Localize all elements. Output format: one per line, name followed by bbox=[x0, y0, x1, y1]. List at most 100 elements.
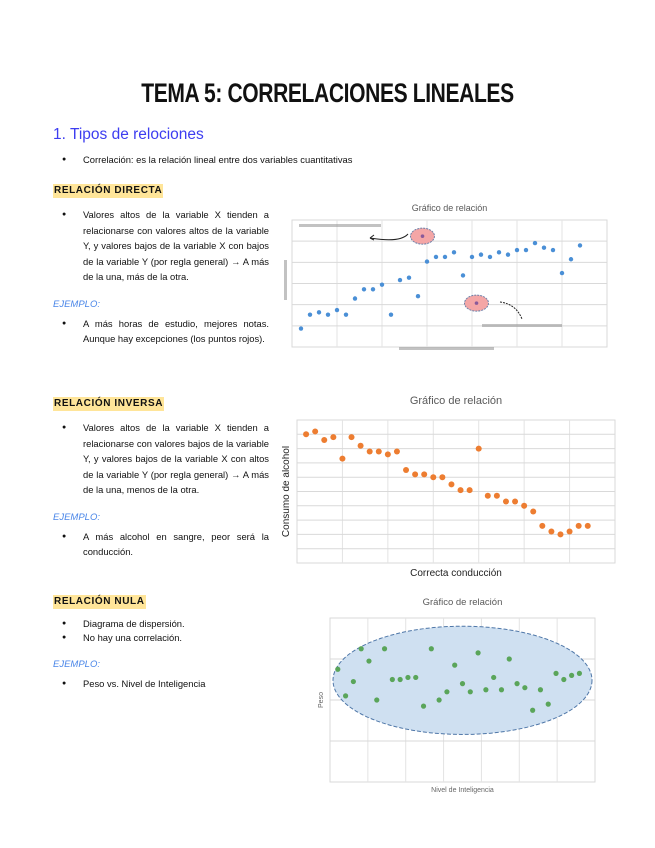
section-tag: RELACIÓN DIRECTA bbox=[53, 184, 164, 198]
data-point bbox=[384, 451, 391, 458]
section-directa: RELACIÓN DIRECTA Valores altos de la var… bbox=[53, 180, 269, 347]
data-point bbox=[421, 471, 428, 478]
data-point bbox=[557, 531, 564, 538]
data-point bbox=[569, 672, 575, 678]
section-tag: RELACIÓN INVERSA bbox=[53, 397, 165, 411]
data-point bbox=[469, 254, 475, 260]
data-point bbox=[575, 522, 582, 529]
example-label: EJEMPLO: bbox=[53, 511, 100, 523]
data-point bbox=[339, 455, 346, 462]
bullet: Valores altos de la variable X tienden a… bbox=[53, 420, 269, 498]
example-bullet: A más alcohol en sangre, peor será la co… bbox=[53, 529, 269, 560]
data-point bbox=[467, 689, 473, 695]
data-point bbox=[361, 287, 367, 292]
bullet: Diagrama de dispersión. bbox=[53, 617, 269, 631]
data-point bbox=[559, 270, 565, 276]
data-point bbox=[428, 646, 434, 652]
data-point bbox=[496, 250, 502, 255]
data-point bbox=[366, 448, 373, 455]
data-point bbox=[334, 307, 340, 313]
data-point bbox=[375, 448, 382, 455]
data-point bbox=[502, 498, 509, 505]
data-point bbox=[321, 437, 328, 444]
data-point bbox=[442, 254, 448, 260]
data-point bbox=[568, 257, 574, 262]
data-point bbox=[483, 687, 489, 693]
data-point bbox=[412, 471, 419, 478]
data-point bbox=[451, 250, 457, 255]
data-point bbox=[439, 474, 446, 481]
page-title: TEMA 5: CORRELACIONES LINEALES bbox=[141, 78, 514, 108]
example-bullet: Peso vs. Nivel de Inteligencia bbox=[53, 676, 269, 692]
data-point bbox=[466, 487, 473, 494]
chart-nula: Gráfico de relación Nivel de Inteligencia… bbox=[318, 597, 596, 794]
annotation-text bbox=[482, 324, 562, 327]
data-point bbox=[512, 498, 519, 505]
bullet: No hay una correlación. bbox=[53, 631, 269, 645]
data-point bbox=[397, 277, 403, 283]
y-axis-label bbox=[284, 260, 287, 300]
data-point bbox=[505, 252, 511, 257]
data-point bbox=[350, 678, 356, 685]
data-point bbox=[343, 312, 349, 317]
data-point bbox=[493, 492, 500, 499]
section-nula: RELACIÓN NULA Diagrama de dispersión. No… bbox=[53, 591, 269, 692]
data-point bbox=[514, 247, 520, 253]
chart-title: Gráfico de relación bbox=[410, 395, 502, 407]
data-point bbox=[413, 674, 419, 681]
data-point bbox=[487, 254, 493, 260]
data-point bbox=[316, 310, 322, 315]
data-point bbox=[406, 275, 412, 280]
data-point bbox=[448, 481, 455, 488]
data-point bbox=[298, 326, 304, 331]
chart-title: Gráfico de relación bbox=[412, 203, 488, 213]
data-point bbox=[397, 676, 403, 683]
data-point bbox=[381, 646, 388, 652]
data-point bbox=[521, 502, 528, 509]
data-point bbox=[537, 687, 544, 693]
data-point bbox=[352, 296, 358, 301]
data-point bbox=[532, 240, 538, 246]
data-point bbox=[576, 670, 583, 676]
data-point bbox=[577, 243, 583, 248]
data-point bbox=[561, 676, 567, 683]
data-point bbox=[424, 259, 430, 264]
data-point bbox=[550, 247, 556, 253]
data-point bbox=[335, 666, 341, 672]
x-axis-label: Correcta conducción bbox=[410, 568, 502, 579]
data-point bbox=[491, 674, 497, 681]
data-point bbox=[307, 312, 313, 317]
section-heading: 1. Tipos de relociones bbox=[53, 126, 204, 143]
data-point bbox=[530, 707, 536, 713]
intro: Correlación: es la relación lineal entre… bbox=[53, 152, 573, 168]
data-point bbox=[388, 312, 394, 317]
data-point bbox=[475, 650, 481, 656]
data-point bbox=[420, 703, 427, 709]
data-point bbox=[457, 487, 464, 494]
data-point bbox=[522, 685, 528, 691]
data-point bbox=[539, 522, 546, 529]
example-label: EJEMPLO: bbox=[53, 659, 100, 670]
data-point bbox=[403, 467, 410, 474]
arrow-icon bbox=[369, 233, 409, 241]
data-point bbox=[475, 445, 482, 452]
chart-title: Gráfico de relación bbox=[423, 597, 503, 608]
data-point bbox=[379, 282, 385, 287]
data-point bbox=[545, 701, 551, 707]
data-point bbox=[566, 528, 573, 535]
data-point bbox=[357, 442, 364, 449]
data-point bbox=[541, 245, 547, 250]
data-point bbox=[530, 508, 537, 515]
data-point bbox=[523, 247, 529, 253]
data-point bbox=[498, 687, 505, 693]
example-bullet: A más horas de estudio, mejores notas. A… bbox=[53, 316, 269, 347]
data-point bbox=[370, 287, 376, 292]
x-axis-label: Nivel de Inteligencia bbox=[431, 787, 494, 794]
chart-inversa: Gráfico de relación Correcta conducción Co… bbox=[282, 395, 616, 579]
chart-directa: Gráfico de relación bbox=[284, 203, 608, 350]
data-point bbox=[348, 434, 355, 441]
data-point bbox=[553, 670, 559, 676]
data-point bbox=[514, 681, 520, 687]
data-point bbox=[393, 448, 400, 455]
data-point bbox=[548, 528, 555, 535]
